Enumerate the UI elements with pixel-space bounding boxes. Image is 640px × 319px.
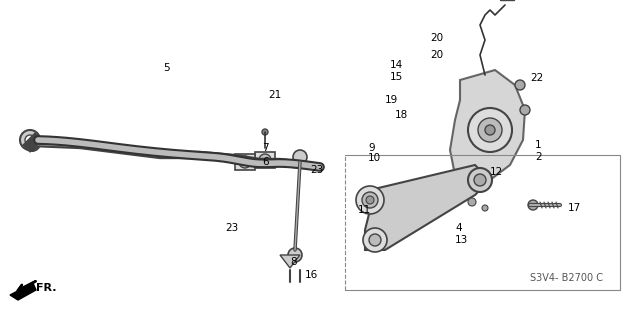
Text: S3V4- B2700 C: S3V4- B2700 C bbox=[530, 273, 603, 283]
Text: 21: 21 bbox=[268, 90, 281, 100]
Text: 15: 15 bbox=[390, 72, 403, 82]
Polygon shape bbox=[10, 283, 36, 300]
Text: 10: 10 bbox=[368, 153, 381, 163]
Circle shape bbox=[520, 105, 530, 115]
Text: 12: 12 bbox=[490, 167, 503, 177]
Circle shape bbox=[362, 192, 378, 208]
Text: 2: 2 bbox=[535, 152, 541, 162]
Text: 11: 11 bbox=[358, 205, 371, 215]
Text: 5: 5 bbox=[163, 63, 170, 73]
Circle shape bbox=[27, 138, 37, 148]
Text: 14: 14 bbox=[390, 60, 403, 70]
Text: 23: 23 bbox=[225, 223, 238, 233]
Circle shape bbox=[468, 198, 476, 206]
Circle shape bbox=[25, 135, 35, 145]
Circle shape bbox=[366, 196, 374, 204]
Text: 6: 6 bbox=[262, 157, 269, 167]
Circle shape bbox=[478, 118, 502, 142]
Circle shape bbox=[293, 150, 307, 164]
Circle shape bbox=[482, 205, 488, 211]
Circle shape bbox=[259, 154, 271, 166]
FancyBboxPatch shape bbox=[255, 152, 275, 168]
Text: 9: 9 bbox=[368, 143, 374, 153]
Circle shape bbox=[288, 248, 302, 262]
Text: 1: 1 bbox=[535, 140, 541, 150]
Text: 4: 4 bbox=[455, 223, 461, 233]
Circle shape bbox=[474, 174, 486, 186]
Circle shape bbox=[465, 170, 485, 190]
Circle shape bbox=[485, 125, 495, 135]
Text: 22: 22 bbox=[530, 73, 543, 83]
Text: 23: 23 bbox=[310, 165, 323, 175]
Text: 20: 20 bbox=[430, 33, 443, 43]
Text: 20: 20 bbox=[430, 50, 443, 60]
Text: FR.: FR. bbox=[36, 283, 56, 293]
Text: 18: 18 bbox=[395, 110, 408, 120]
Text: 16: 16 bbox=[305, 270, 318, 280]
Circle shape bbox=[369, 234, 381, 246]
Circle shape bbox=[363, 228, 387, 252]
Text: 8: 8 bbox=[290, 257, 296, 267]
Polygon shape bbox=[450, 70, 525, 185]
Circle shape bbox=[515, 80, 525, 90]
Circle shape bbox=[239, 156, 251, 168]
Circle shape bbox=[20, 130, 40, 150]
Circle shape bbox=[468, 108, 512, 152]
FancyArrowPatch shape bbox=[17, 281, 36, 291]
Circle shape bbox=[468, 168, 492, 192]
Polygon shape bbox=[365, 165, 485, 250]
Text: 13: 13 bbox=[455, 235, 468, 245]
Circle shape bbox=[356, 186, 384, 214]
Polygon shape bbox=[280, 255, 300, 268]
Circle shape bbox=[528, 200, 538, 210]
FancyBboxPatch shape bbox=[235, 154, 255, 170]
Text: 7: 7 bbox=[262, 143, 269, 153]
Text: 17: 17 bbox=[568, 203, 581, 213]
Circle shape bbox=[262, 129, 268, 135]
Circle shape bbox=[24, 135, 40, 151]
Text: 19: 19 bbox=[385, 95, 398, 105]
